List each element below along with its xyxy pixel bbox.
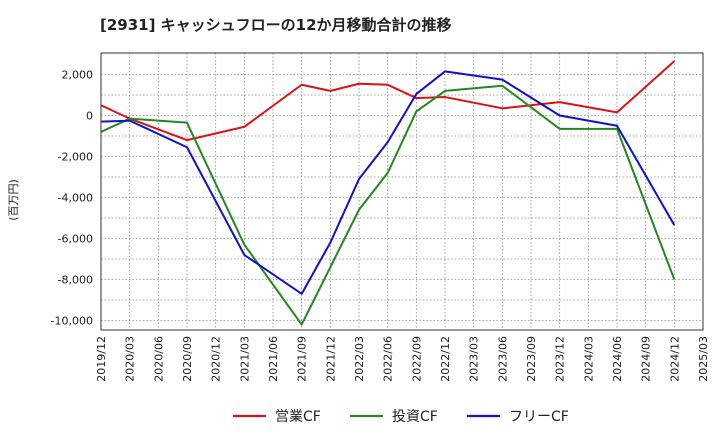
grid-layer [101, 53, 703, 330]
y-tick-labels: 2,000 0 -2,000 -4,000 -6,000 -8,000 -10,000 [51, 69, 93, 328]
x-tick-label: 2024/09 [640, 336, 653, 382]
y-tick-label: -6,000 [58, 233, 93, 246]
y-tick-label: 0 [86, 110, 93, 123]
x-tick-label: 2022/03 [353, 336, 366, 382]
x-tick-label: 2021/03 [238, 336, 251, 382]
x-tick-label: 2021/06 [267, 336, 280, 382]
y-tick-label: -8,000 [58, 274, 93, 287]
x-tick-label: 2020/06 [152, 336, 165, 382]
y-axis-label: (百万円) [7, 179, 20, 221]
y-tick-label: 2,000 [62, 69, 94, 82]
x-tick-label: 2020/12 [210, 336, 223, 382]
plot-frame [101, 53, 703, 330]
x-tick-label: 2023/03 [468, 336, 481, 382]
y-tick-label: -10,000 [51, 315, 93, 328]
x-tick-label: 2023/09 [525, 336, 538, 382]
legend-label-1: 営業CF [275, 409, 321, 425]
x-tick-label: 2024/06 [611, 336, 624, 382]
legend-label-2: 投資CF [392, 409, 438, 425]
y-tick-label: -2,000 [58, 151, 93, 164]
x-tick-label: 2023/12 [554, 336, 567, 382]
x-tick-label: 2024/03 [582, 336, 595, 382]
x-tick-label: 2022/09 [410, 336, 423, 382]
chart-title: [2931] キャッシュフローの12か月移動合計の推移 [100, 16, 452, 34]
x-tick-label: 2021/12 [324, 336, 337, 382]
legend: 営業CF 投資CF フリーCF [233, 409, 569, 425]
x-tick-label: 2021/09 [296, 336, 309, 382]
x-tick-label: 2024/12 [668, 336, 681, 382]
x-tick-label: 2022/06 [382, 336, 395, 382]
legend-label-3: フリーCF [509, 409, 569, 425]
x-tick-label: 2019/12 [95, 336, 108, 382]
x-tick-label: 2020/09 [181, 336, 194, 382]
y-tick-label: -4,000 [58, 192, 93, 205]
x-tick-label: 2023/06 [496, 336, 509, 382]
x-tick-labels: 2019/12 2020/03 2020/06 2020/09 2020/12 2021/… [95, 336, 710, 382]
x-tick-label: 2022/12 [439, 336, 452, 382]
x-tick-label: 2025/03 [697, 336, 710, 382]
x-tick-label: 2020/03 [124, 336, 137, 382]
